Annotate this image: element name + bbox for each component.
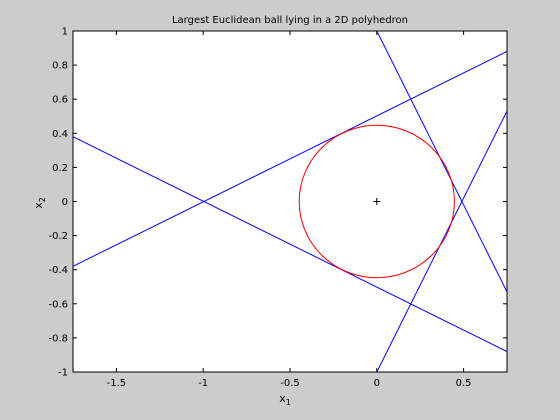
constraint-line-4: [376, 110, 507, 372]
plot-area: [72, 30, 508, 373]
constraint-line-2: [73, 136, 507, 352]
y-tick-label: 0.8: [52, 61, 68, 72]
y-tick-label: 0.2: [52, 163, 68, 174]
x-axis-label-subscript: 1: [286, 398, 291, 407]
x-axis-label: x1: [279, 392, 291, 407]
x-tick-label: 0.5: [456, 378, 472, 389]
y-tick-label: -0.2: [48, 231, 68, 242]
y-tick-label: 0: [62, 197, 68, 208]
y-axis-label: x2: [32, 197, 47, 209]
euclidean-ball-circle: [298, 124, 455, 279]
chart-title: Largest Euclidean ball lying in a 2D pol…: [172, 15, 408, 26]
axis-ticks: -1.5 -1 -0.5 0 0.5 -1 -0.8 -0.6 -0.4 -0.2 0 0.2 0.4 0…: [48, 27, 507, 389]
y-axis-label-subscript: 2: [38, 197, 47, 202]
y-tick-label: -0.8: [48, 333, 68, 344]
x-tick-label: 0: [374, 378, 380, 389]
y-tick-label: 1: [62, 27, 68, 38]
y-tick-label: -0.6: [48, 299, 68, 310]
y-tick-label: 0.4: [52, 129, 68, 140]
plot-content: [73, 31, 507, 372]
y-tick-label: -0.4: [48, 265, 68, 276]
constraint-line-1: [73, 51, 507, 267]
y-tick-label: 0.6: [52, 95, 68, 106]
y-tick-label: -1: [58, 368, 68, 379]
ball-center-marker: [373, 198, 381, 205]
x-tick-label: -0.5: [280, 378, 300, 389]
x-tick-label: -1: [198, 378, 208, 389]
constraint-line-3: [376, 31, 507, 293]
x-tick-label: -1.5: [107, 378, 127, 389]
